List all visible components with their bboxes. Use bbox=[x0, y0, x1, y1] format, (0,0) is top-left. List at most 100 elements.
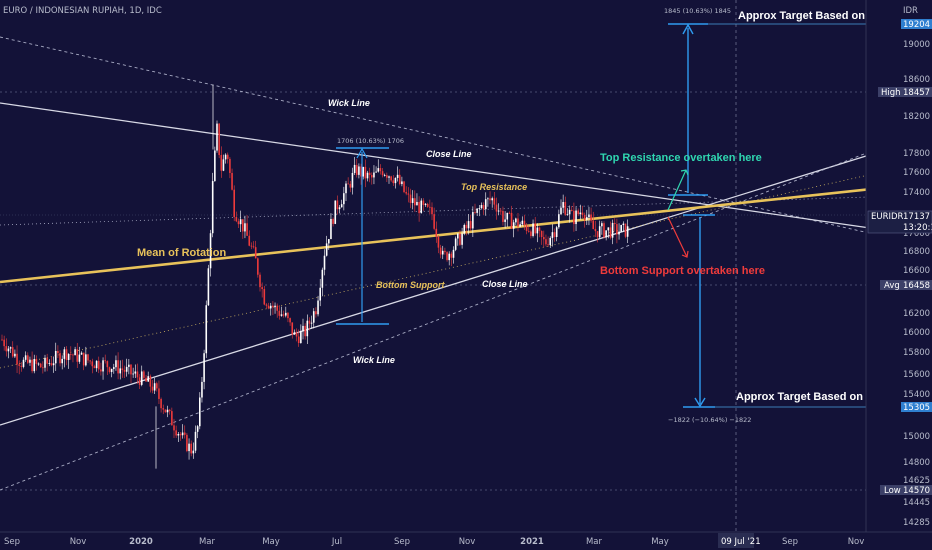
candle-body bbox=[487, 198, 489, 200]
close-line-top-label: Close Line bbox=[426, 149, 472, 159]
candle-body bbox=[295, 332, 298, 337]
price-tick-label: 16000 bbox=[903, 328, 930, 338]
candle-body bbox=[601, 223, 603, 227]
candle-body bbox=[93, 366, 96, 369]
candle-body bbox=[128, 364, 130, 367]
top-resistance-overtaken-label: Top Resistance overtaken here bbox=[600, 152, 762, 164]
candle-body bbox=[80, 352, 83, 355]
candle-body bbox=[33, 358, 36, 372]
wick-line-top bbox=[0, 36, 901, 241]
candle-body bbox=[31, 359, 33, 372]
candle-body bbox=[532, 223, 534, 236]
candle-body bbox=[158, 388, 160, 399]
candle-body bbox=[78, 354, 81, 362]
candle-body bbox=[250, 245, 253, 247]
candle-body bbox=[368, 172, 371, 176]
candle-body bbox=[435, 228, 438, 237]
candle-body bbox=[138, 377, 141, 385]
candle-body bbox=[562, 202, 564, 208]
candle-body bbox=[100, 369, 102, 372]
candle-body bbox=[478, 208, 481, 209]
price-tick-label: 19000 bbox=[903, 40, 930, 50]
close-line-top bbox=[0, 102, 871, 229]
avg-tag-value: 16458 bbox=[903, 281, 930, 291]
candle-body bbox=[226, 154, 229, 159]
candle-body bbox=[573, 210, 575, 225]
mean-of-rotation-line bbox=[0, 184, 901, 284]
bottom-support-overtaken-label: Bottom Support overtaken here bbox=[600, 265, 765, 277]
close-line-bottom-label: Close Line bbox=[482, 279, 528, 289]
candle-body bbox=[136, 371, 139, 378]
candle-body bbox=[42, 367, 44, 369]
candle-body bbox=[123, 370, 126, 372]
candle-body bbox=[570, 209, 573, 211]
candle-body bbox=[577, 210, 579, 215]
candle-body bbox=[622, 223, 625, 225]
candle-body bbox=[583, 214, 586, 220]
candle-body bbox=[568, 209, 571, 215]
candle-body bbox=[287, 312, 289, 319]
candle-body bbox=[160, 398, 162, 409]
candle-body bbox=[343, 193, 345, 205]
candle-body bbox=[364, 166, 367, 179]
candle-body bbox=[252, 246, 255, 248]
price-tick-label: 18200 bbox=[903, 112, 930, 122]
time-tick-label: 2021 bbox=[520, 537, 544, 547]
avg-tag bbox=[880, 280, 932, 290]
time-tick-label: Mar bbox=[586, 537, 603, 547]
candle-body bbox=[164, 409, 167, 413]
candle-body bbox=[377, 168, 380, 172]
candle-body bbox=[211, 181, 214, 234]
candle-body bbox=[259, 274, 261, 288]
candle-body bbox=[618, 231, 620, 235]
candle-body bbox=[147, 376, 149, 382]
price-tick-label: 15400 bbox=[903, 390, 930, 400]
candle-body bbox=[310, 322, 313, 324]
candle-body bbox=[22, 359, 25, 367]
trend-lines bbox=[0, 36, 901, 491]
symbol-tag bbox=[867, 210, 932, 234]
symbol-tag-value: 17137 bbox=[903, 212, 930, 222]
candle-body bbox=[611, 222, 614, 238]
price-axis[interactable]: IDR 190001860018200178001760017400170001… bbox=[865, 0, 932, 550]
candle-body bbox=[162, 408, 165, 410]
candle-body bbox=[543, 237, 545, 240]
candle-body bbox=[452, 249, 455, 258]
candle-body bbox=[285, 312, 287, 316]
candle-body bbox=[300, 331, 302, 344]
candle-body bbox=[46, 357, 48, 364]
target-up-tag-value: 19204 bbox=[903, 20, 930, 30]
candle-body bbox=[192, 450, 195, 454]
candle-body bbox=[317, 300, 319, 315]
candle-body bbox=[246, 223, 248, 236]
candle-body bbox=[72, 354, 74, 356]
candle-body bbox=[540, 230, 543, 238]
time-tick-label: 2020 bbox=[129, 537, 153, 547]
candle-body bbox=[29, 359, 31, 363]
candle-body bbox=[70, 353, 72, 355]
candle-body bbox=[65, 349, 68, 361]
candle-body bbox=[102, 360, 104, 372]
candle-body bbox=[588, 214, 590, 218]
candle-body bbox=[549, 237, 552, 246]
price-tick-label: 17600 bbox=[903, 168, 930, 178]
time-axis[interactable]: Sep Nov 2020 Mar May Jul Sep Nov 2021 Mar May Sep No… bbox=[0, 531, 932, 550]
candle-body bbox=[207, 268, 210, 306]
candle-body bbox=[52, 363, 55, 366]
candle-body bbox=[515, 218, 517, 223]
candle-body bbox=[261, 287, 263, 290]
candle-body bbox=[312, 311, 315, 323]
candle-body bbox=[558, 214, 560, 228]
candle-body bbox=[527, 230, 530, 232]
candle-body bbox=[319, 287, 321, 301]
wick-line-bottom bbox=[0, 139, 901, 491]
candle-body bbox=[181, 432, 184, 436]
candle-body bbox=[383, 175, 386, 176]
candle-body bbox=[289, 318, 291, 323]
candle-body bbox=[229, 158, 231, 173]
candle-body bbox=[411, 198, 414, 203]
candle-body bbox=[14, 353, 16, 357]
candle-body bbox=[48, 363, 51, 364]
candle-body bbox=[248, 235, 251, 246]
